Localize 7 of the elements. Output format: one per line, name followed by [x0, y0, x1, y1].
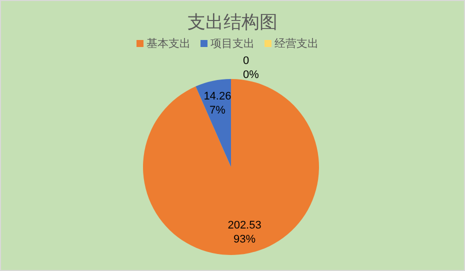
data-label: 14.26 7% [204, 90, 232, 116]
text: 0 0% [243, 55, 259, 81]
data-label: 202.53 93% [228, 220, 262, 246]
legend-label: 基本支出 [146, 37, 190, 50]
legend-label: 经营支出 [274, 37, 318, 50]
legend-label: 项目支出 [210, 37, 254, 50]
chart-title: 支出结构图 [188, 12, 278, 32]
